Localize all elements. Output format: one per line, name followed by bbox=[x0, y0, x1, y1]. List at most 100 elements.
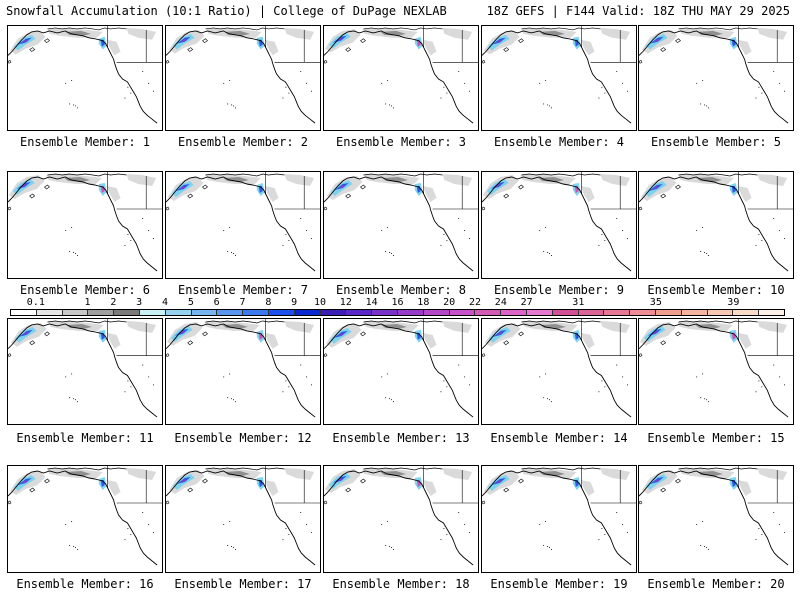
ensemble-member-panel bbox=[481, 25, 637, 131]
legend-tick-label: 18 bbox=[417, 297, 430, 308]
ensemble-member-panel bbox=[323, 318, 479, 425]
island bbox=[660, 487, 667, 493]
ensemble-member-label: Ensemble Member: 20 bbox=[647, 577, 785, 591]
island-dot bbox=[231, 546, 233, 547]
arctic-coastline bbox=[363, 173, 443, 177]
island-dot bbox=[393, 255, 394, 256]
island-dot bbox=[440, 539, 442, 540]
legend-tick-label: 20 bbox=[443, 297, 456, 308]
map-title: Snowfall Accumulation (10:1 Ratio) | Col… bbox=[6, 4, 447, 18]
snowfall-area bbox=[737, 480, 752, 496]
island-dot bbox=[282, 97, 284, 99]
legend-swatch bbox=[114, 310, 140, 315]
island bbox=[202, 38, 208, 44]
island-dot bbox=[704, 104, 706, 106]
coastline bbox=[166, 176, 316, 272]
island bbox=[482, 500, 486, 505]
island-dot bbox=[761, 240, 763, 241]
island-dot bbox=[127, 86, 129, 88]
island bbox=[675, 184, 681, 190]
ensemble-member-label: Ensemble Member: 16 bbox=[16, 577, 154, 591]
island bbox=[503, 193, 510, 199]
snowfall-shading bbox=[326, 174, 473, 202]
island-dot bbox=[391, 105, 393, 107]
island-dot bbox=[704, 546, 706, 547]
snowfall-area bbox=[264, 332, 279, 349]
legend-swatch bbox=[139, 310, 166, 315]
island bbox=[44, 184, 50, 190]
island-dot bbox=[300, 512, 302, 513]
snowfall-area bbox=[106, 186, 121, 202]
snowfall-shading bbox=[9, 468, 157, 496]
island bbox=[166, 500, 170, 505]
arctic-coastline bbox=[205, 467, 285, 471]
island-dot bbox=[616, 512, 618, 513]
ensemble-member-panel bbox=[7, 318, 163, 425]
snowfall-area bbox=[65, 30, 91, 36]
legend-tick-label: 16 bbox=[391, 297, 404, 308]
island bbox=[660, 340, 667, 346]
coastline bbox=[324, 176, 474, 272]
island bbox=[8, 206, 12, 211]
snowfall-area bbox=[284, 174, 315, 186]
snowfall-area bbox=[338, 185, 345, 188]
legend-tick-label: 10 bbox=[313, 297, 327, 308]
island-dot bbox=[758, 234, 760, 235]
ensemble-member-label: Ensemble Member: 8 bbox=[335, 283, 467, 297]
island-dot bbox=[288, 92, 290, 94]
island-dot bbox=[142, 512, 144, 513]
snowfall-area bbox=[422, 332, 437, 349]
ensemble-member-label: Ensemble Member: 17 bbox=[174, 577, 312, 591]
legend-tick-label: 27 bbox=[520, 297, 533, 308]
snowfall-area bbox=[381, 323, 407, 329]
island-dot bbox=[77, 107, 78, 109]
island-dot bbox=[381, 82, 383, 84]
island-dot bbox=[389, 252, 391, 253]
island-dot bbox=[130, 386, 132, 388]
ensemble-member-label: Ensemble Member: 10 bbox=[647, 283, 785, 297]
island-dot bbox=[464, 230, 466, 231]
island-dot bbox=[458, 218, 460, 219]
coastline bbox=[166, 323, 316, 418]
coastline bbox=[482, 30, 632, 124]
island-dot bbox=[223, 230, 225, 231]
island-dot bbox=[464, 376, 466, 378]
island bbox=[518, 38, 524, 44]
island-dot bbox=[71, 521, 73, 522]
island-dot bbox=[446, 534, 448, 535]
island-dot bbox=[627, 90, 629, 92]
ensemble-member-panel bbox=[638, 171, 794, 279]
island-dot bbox=[758, 86, 760, 88]
ensemble-member-panel bbox=[323, 25, 479, 131]
island-dot bbox=[389, 546, 391, 547]
island-dot bbox=[285, 528, 287, 529]
island bbox=[518, 331, 524, 337]
island-dot bbox=[601, 528, 603, 529]
island bbox=[360, 184, 366, 190]
coastline bbox=[482, 323, 632, 418]
ensemble-member-panel bbox=[481, 465, 637, 573]
island-dot bbox=[381, 524, 383, 525]
island-dot bbox=[773, 512, 775, 513]
island-dot bbox=[153, 384, 155, 386]
island-dot bbox=[440, 97, 442, 99]
island bbox=[324, 206, 328, 211]
island-dot bbox=[549, 399, 551, 401]
island bbox=[324, 353, 328, 358]
island-dot bbox=[758, 528, 760, 529]
island bbox=[639, 353, 643, 358]
island-dot bbox=[469, 384, 471, 386]
ensemble-member-panel bbox=[165, 465, 321, 573]
island-dot bbox=[755, 539, 757, 540]
snowfall-area bbox=[422, 186, 437, 202]
island-dot bbox=[446, 386, 448, 388]
legend-tick-label: 0.1 bbox=[26, 297, 45, 308]
snowfall-map bbox=[166, 172, 320, 272]
island bbox=[8, 353, 12, 358]
legend-tick-label: 4 bbox=[161, 297, 169, 308]
island-dot bbox=[391, 253, 393, 254]
snowfall-map bbox=[8, 466, 162, 566]
legend-tick-label: 24 bbox=[494, 297, 507, 308]
island bbox=[324, 59, 328, 64]
island-dot bbox=[458, 71, 460, 73]
